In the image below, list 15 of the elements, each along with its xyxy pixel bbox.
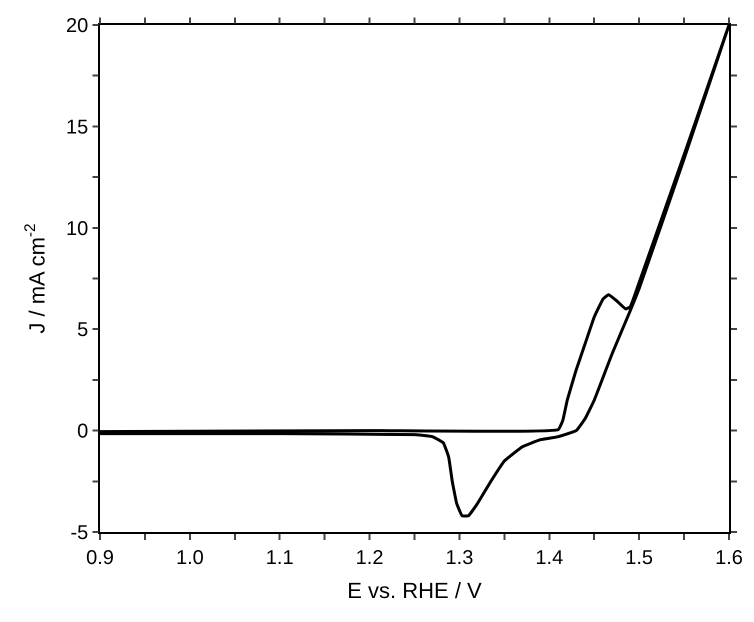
y-tick-label: 5 [77, 319, 88, 342]
x-axis-title: E vs. RHE / V [347, 578, 482, 604]
x-tick-label: 1.2 [356, 546, 384, 569]
x-tick-label: 0.9 [86, 546, 114, 569]
x-tick-label: 1.6 [715, 546, 743, 569]
x-tick-label: 1.1 [266, 546, 294, 569]
x-tick-label: 1.5 [625, 546, 654, 569]
x-tick-label: 1.3 [446, 546, 474, 569]
y-tick-label: -5 [70, 522, 88, 544]
y-tick-label: 10 [66, 218, 88, 240]
y-tick-label: 20 [66, 15, 88, 37]
y-tick-label: 0 [77, 420, 88, 443]
x-tick-label: 1.4 [535, 546, 564, 569]
x-tick-label: 1.0 [176, 546, 204, 569]
y-tick-label: 15 [66, 116, 88, 138]
